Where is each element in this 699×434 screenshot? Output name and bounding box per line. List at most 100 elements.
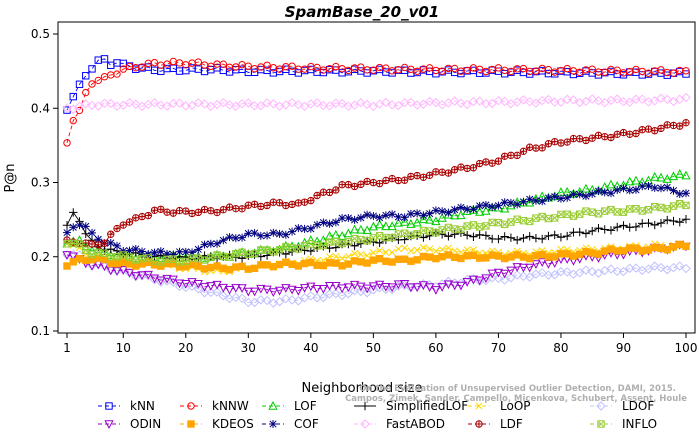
legend-label: FastABOD: [386, 417, 445, 431]
data-point: [331, 218, 340, 227]
data-point: [362, 99, 372, 110]
data-point: [656, 172, 666, 182]
data-point: [425, 283, 435, 293]
data-point: [288, 260, 296, 269]
x-tick-label: 1: [63, 341, 71, 355]
data-point: [113, 260, 121, 268]
data-point: [544, 193, 553, 202]
data-point: [576, 250, 584, 259]
data-point: [601, 68, 609, 76]
data-point: [307, 240, 315, 248]
data-point: [243, 297, 254, 308]
data-point: [344, 253, 352, 261]
data-point: [75, 221, 84, 230]
data-point: [169, 57, 177, 66]
data-point: [625, 97, 635, 107]
data-point: [287, 285, 297, 295]
data-point: [369, 256, 378, 264]
data-point: [138, 212, 146, 221]
data-point: [444, 223, 453, 232]
data-point: [206, 239, 215, 248]
data-point: [663, 245, 671, 254]
credit-line-bottom: Campos, Zimek, Sander, Campello, Micenko…: [345, 394, 687, 404]
data-point: [475, 65, 484, 73]
data-point: [581, 265, 591, 275]
data-point: [312, 98, 322, 108]
data-point: [431, 97, 441, 108]
data-point: [263, 261, 271, 269]
data-point: [87, 100, 97, 111]
data-point: [518, 263, 529, 273]
data-point: [81, 229, 90, 238]
data-point: [237, 284, 247, 293]
legend-item-LOF: LOF: [262, 399, 317, 413]
data-point: [287, 295, 297, 305]
data-point: [569, 190, 578, 199]
data-point: [325, 219, 334, 228]
data-point: [563, 231, 572, 241]
data-point: [519, 253, 528, 261]
data-point: [332, 252, 340, 261]
data-point: [582, 207, 590, 215]
legend-label: LOF: [294, 399, 317, 413]
data-point: [576, 135, 584, 143]
data-point: [657, 244, 665, 252]
data-point: [456, 98, 466, 108]
data-point: [456, 281, 466, 291]
data-point: [506, 273, 516, 283]
data-point: [619, 184, 628, 193]
data-point: [443, 276, 454, 287]
data-point: [338, 180, 346, 189]
data-point: [343, 283, 353, 293]
data-point: [557, 139, 565, 147]
data-point: [594, 250, 603, 258]
data-point: [363, 259, 371, 267]
data-point: [544, 231, 553, 241]
data-point: [387, 284, 397, 295]
data-point: [669, 69, 678, 77]
data-point: [512, 263, 522, 272]
data-point: [337, 98, 347, 109]
data-point: [606, 226, 616, 235]
data-point: [113, 70, 121, 78]
data-point: [500, 220, 509, 229]
data-point: [63, 139, 71, 147]
data-point: [588, 134, 596, 142]
data-point: [231, 234, 240, 243]
data-point: [281, 230, 290, 239]
data-point: [400, 217, 410, 226]
data-point: [175, 59, 184, 67]
data-point: [62, 103, 72, 113]
data-point: [418, 99, 429, 109]
data-point: [549, 270, 560, 280]
data-point: [607, 245, 615, 253]
data-point: [581, 192, 590, 201]
data-point: [250, 264, 259, 273]
data-point: [207, 206, 215, 215]
data-point: [357, 258, 365, 266]
data-point: [425, 214, 435, 224]
series-KDEOS: [63, 240, 690, 274]
data-point: [337, 284, 347, 294]
data-point: [212, 287, 222, 297]
data-point: [601, 207, 609, 215]
data-point: [213, 208, 221, 217]
data-point: [463, 222, 471, 230]
data-point: [331, 229, 341, 239]
data-point: [331, 288, 341, 299]
data-point: [407, 172, 415, 181]
data-point: [507, 253, 515, 261]
data-point: [69, 223, 78, 232]
data-point: [188, 248, 197, 257]
data-point: [569, 212, 578, 220]
data-point: [682, 70, 690, 78]
data-point: [556, 194, 565, 203]
data-point: [606, 179, 616, 189]
data-point: [475, 276, 485, 286]
data-point: [363, 252, 371, 260]
data-point: [519, 147, 528, 156]
data-point: [381, 284, 391, 295]
data-point: [488, 159, 496, 167]
data-point: [469, 205, 478, 214]
data-point: [612, 94, 622, 104]
